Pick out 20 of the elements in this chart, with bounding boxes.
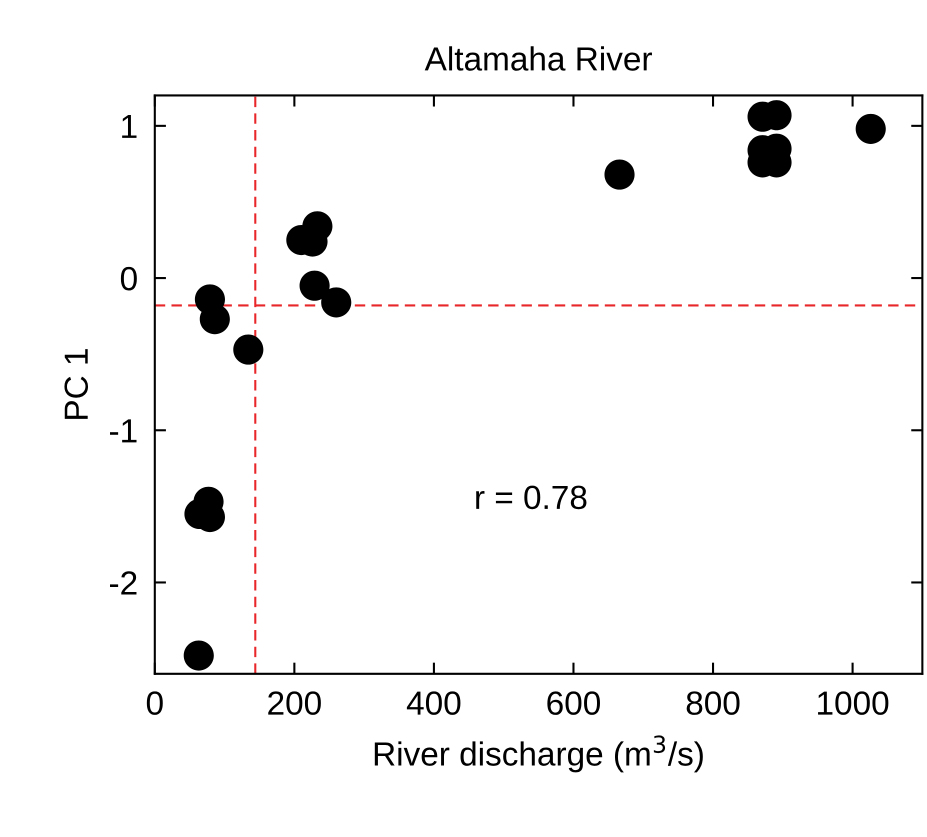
x-tick-label: 200 (268, 691, 321, 715)
x-tick-label: 400 (406, 691, 460, 715)
x-tick-label: 0 (146, 691, 163, 715)
x-axis-title: River discharge (m$^{3}$/s) (374, 735, 703, 772)
point (604, 160, 635, 190)
point (856, 114, 886, 144)
y-axis-title: PC 1 (64, 349, 88, 419)
point (184, 640, 214, 671)
y-tick-label: 1 (122, 115, 137, 138)
point (321, 287, 352, 318)
y-tick-label: 0 (120, 266, 137, 290)
x-tick-label: 600 (547, 691, 600, 715)
annotation: r = 0.78 (476, 486, 586, 510)
y-tick-label: -2 (110, 571, 136, 595)
y-tick-label: -1 (110, 419, 137, 442)
chart-title: Altamaha River (424, 46, 652, 71)
point (300, 270, 330, 301)
x-tick-label: 1000 (818, 691, 888, 715)
point (233, 334, 264, 365)
x-tick-label: 800 (686, 691, 740, 715)
